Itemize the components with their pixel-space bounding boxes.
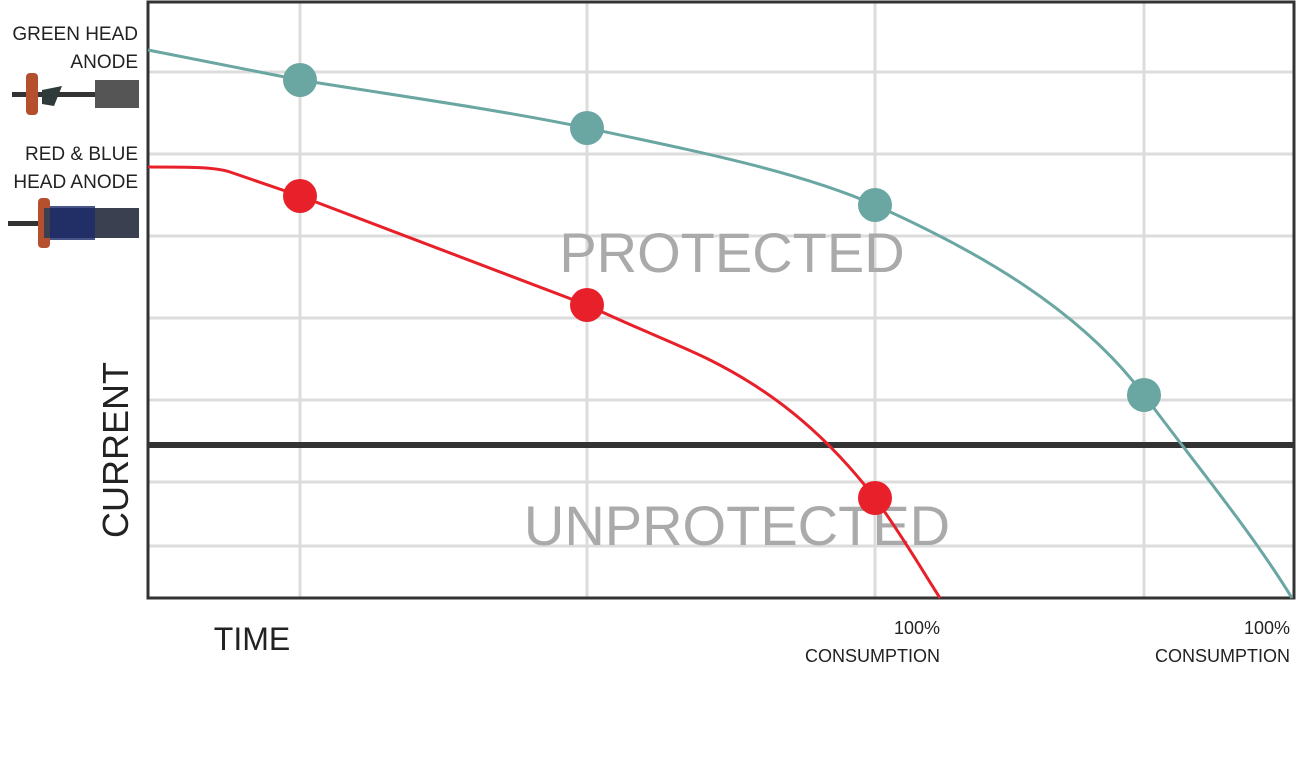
end-marker-label: 100% (894, 618, 940, 638)
end-marker-label: CONSUMPTION (805, 646, 940, 666)
red-curve (147, 165, 942, 599)
legend-label: HEAD ANODE (13, 172, 138, 193)
legend-label: RED & BLUE (25, 144, 138, 165)
end-marker-label: CONSUMPTION (1155, 646, 1290, 666)
x-axis-label: TIME (214, 621, 290, 657)
legend-label: GREEN HEAD (12, 24, 138, 45)
legend-label: ANODE (70, 52, 138, 73)
green-anode-icon (12, 73, 139, 115)
plot-frame (146, 0, 1296, 600)
y-axis-label: CURRENT (95, 362, 136, 538)
red-points (283, 179, 892, 515)
grid (148, 2, 1294, 598)
red-anode-icon (8, 198, 139, 248)
end-marker-label: 100% (1244, 618, 1290, 638)
green-points (283, 63, 1161, 412)
region-label: PROTECTED (559, 221, 904, 284)
